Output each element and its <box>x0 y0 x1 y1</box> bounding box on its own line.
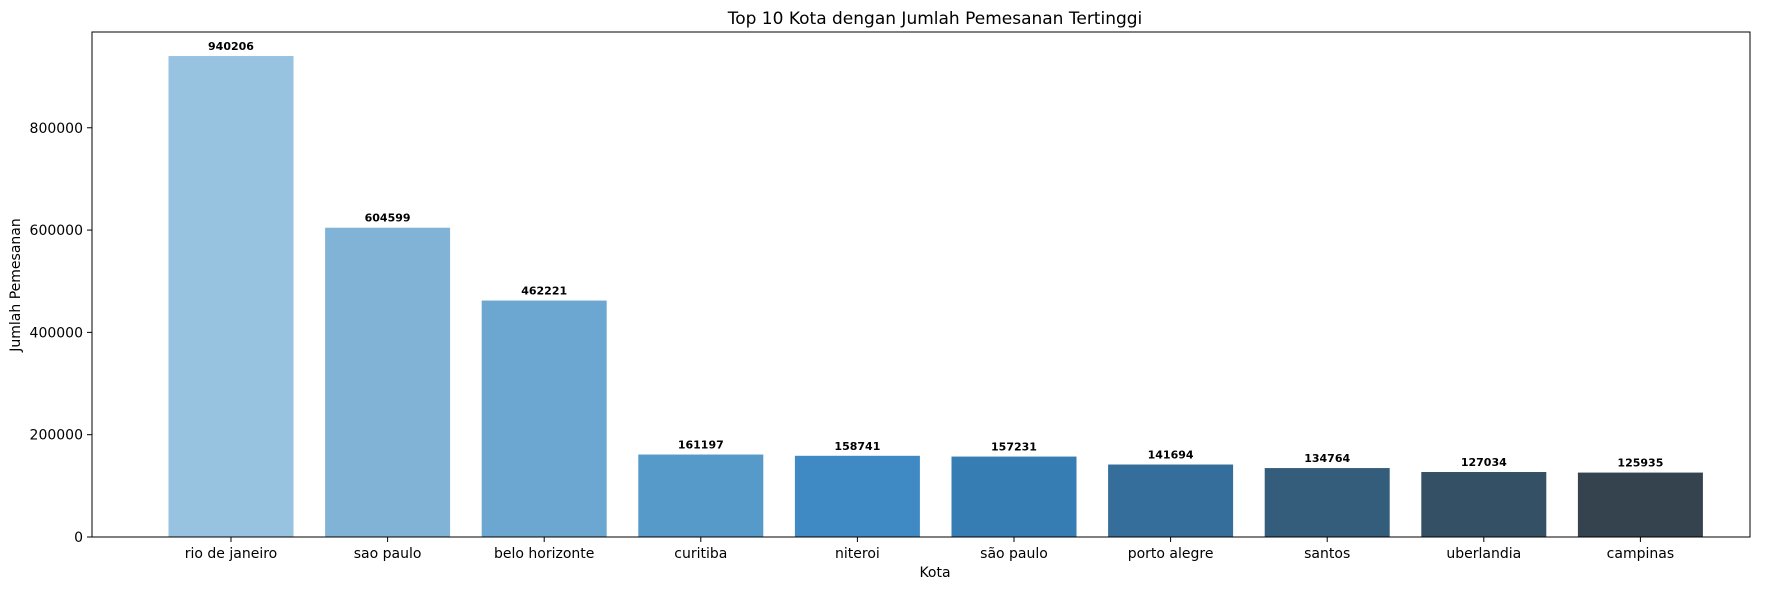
x-tick-label: santos <box>1304 546 1350 562</box>
y-axis-label: Jumlah Pemesanan <box>8 218 24 352</box>
x-tick-label: belo horizonte <box>494 546 594 562</box>
data-labels-group: 940206 604599 462221 161197 158741 157231 1416… <box>208 40 1663 470</box>
bar-value-label: 161197 <box>678 439 724 452</box>
bar-value-label: 940206 <box>208 40 254 53</box>
y-tick-label: 0 <box>74 530 83 546</box>
bar-value-label: 134764 <box>1304 452 1350 465</box>
bar <box>325 227 451 537</box>
y-axis: 0 200000 400000 600000 800000 <box>30 121 92 546</box>
bar <box>951 456 1077 537</box>
bar <box>1421 472 1547 537</box>
x-tick-label: porto alegre <box>1128 546 1214 562</box>
x-tick-label: uberlandia <box>1446 546 1521 562</box>
bar <box>794 455 920 537</box>
y-tick-label: 800000 <box>30 121 83 137</box>
plot-frame <box>91 31 1751 538</box>
bar-value-label: 141694 <box>1148 449 1194 462</box>
bar-value-label: 158741 <box>834 440 880 453</box>
chart-title: Top 10 Kota dengan Jumlah Pemesanan Tert… <box>727 9 1143 29</box>
bars-group <box>168 56 1703 537</box>
x-tick-label: niteroi <box>835 546 880 562</box>
y-tick-label: 400000 <box>30 325 83 341</box>
x-tick-label: curitiba <box>674 546 727 562</box>
bar-value-label: 157231 <box>991 441 1037 454</box>
x-tick-label: sao paulo <box>354 546 422 562</box>
bar-value-label: 604599 <box>365 212 411 225</box>
bar <box>1108 464 1234 537</box>
x-tick-label: rio de janeiro <box>185 546 277 562</box>
y-tick-label: 600000 <box>30 223 83 239</box>
bar-value-label: 127034 <box>1461 456 1507 469</box>
x-axis-label: Kota <box>919 565 950 581</box>
bar-value-label: 462221 <box>521 285 567 298</box>
y-tick-label: 200000 <box>30 428 83 444</box>
bar <box>168 56 294 537</box>
bar <box>1577 472 1703 537</box>
bar-value-label: 125935 <box>1617 457 1663 470</box>
x-tick-label: são paulo <box>980 546 1048 562</box>
x-axis: rio de janeiro sao paulo belo horizonte cur… <box>185 537 1674 562</box>
x-tick-label: campinas <box>1607 546 1674 562</box>
bar <box>1264 468 1390 537</box>
bar <box>481 300 607 537</box>
bar <box>638 454 764 537</box>
